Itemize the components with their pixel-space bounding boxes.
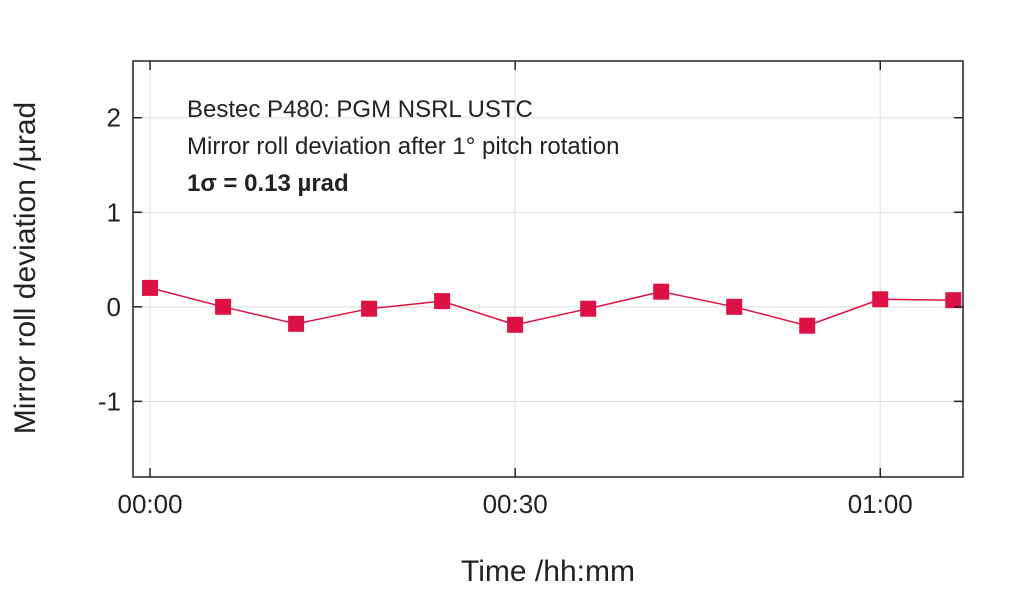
tick-labels: 00:00 00:30 01:00 2 1 0 -1 (98, 103, 913, 519)
axis-ticks (133, 61, 963, 477)
data-point-0 (142, 279, 158, 296)
data-point-7 (653, 283, 670, 300)
annotation-sigma: 1σ = 0.13 µrad (187, 170, 349, 197)
data-point-5 (507, 316, 524, 333)
x-tick-label-2: 01:00 (848, 489, 913, 519)
x-axis-title: Time /hh:mm (461, 555, 635, 588)
y-tick-label-3: -1 (98, 386, 121, 416)
data-point-6 (580, 300, 597, 317)
data-point-11 (945, 292, 962, 309)
data-points (142, 279, 962, 334)
series-line-0 (149, 287, 954, 327)
data-point-4 (434, 293, 451, 310)
y-tick-label-0: 2 (107, 103, 121, 133)
data-point-8 (726, 298, 743, 315)
annotation-instrument: Bestec P480: PGM NSRL USTC (187, 96, 533, 123)
annotation-description: Mirror roll deviation after 1° pitch rot… (187, 133, 619, 160)
data-point-2 (288, 315, 305, 332)
plot-frame (132, 60, 964, 478)
data-point-10 (872, 291, 889, 308)
data-point-1 (215, 298, 232, 315)
x-tick-label-1: 00:30 (483, 489, 548, 519)
data-point-9 (799, 317, 816, 334)
y-axis-title: Mirror roll deviation /µrad (9, 102, 42, 434)
data-point-3 (361, 300, 378, 317)
x-tick-label-0: 00:00 (117, 489, 182, 519)
y-tick-label-2: 0 (107, 292, 121, 322)
series-line-layer (149, 287, 954, 327)
y-tick-label-1: 1 (107, 197, 121, 227)
grid-lines (133, 61, 963, 477)
